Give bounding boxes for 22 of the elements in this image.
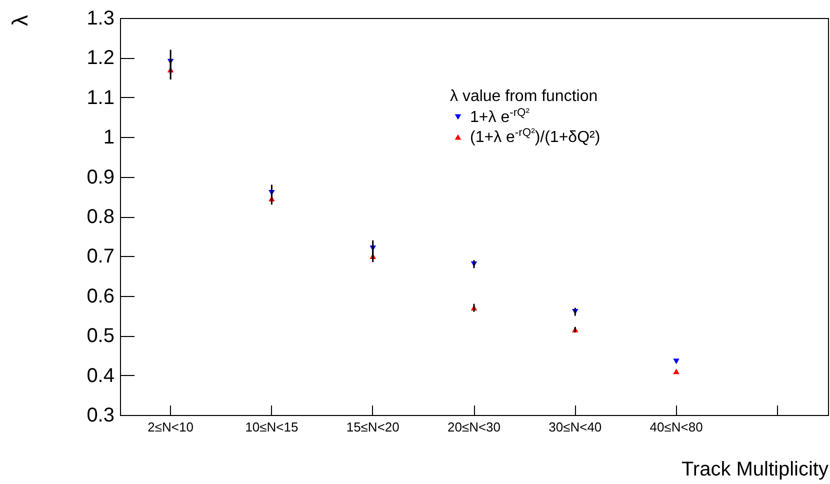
x-tick-label: 20≤N<30 xyxy=(447,420,501,434)
y-tick-label: 0.8 xyxy=(86,206,114,228)
y-tick-label: 0.6 xyxy=(86,285,114,308)
x-tick-label: 10≤N<15 xyxy=(245,420,298,434)
x-axis-title: Track Multiplicity xyxy=(681,458,828,480)
y-tick-label: 0.4 xyxy=(86,364,114,387)
x-tick-label: 15≤N<20 xyxy=(346,420,400,434)
y-tick-label: 0.9 xyxy=(86,166,114,188)
legend-label: 1+λ e$^{-rQ²}$ xyxy=(470,107,530,126)
y-axis-title: λ xyxy=(8,15,32,26)
y-tick-label: 1.3 xyxy=(86,8,114,30)
y-tick-label: 1.1 xyxy=(86,86,114,109)
x-tick-label: 2≤N<10 xyxy=(148,420,194,434)
y-tick-label: 0.5 xyxy=(86,325,114,348)
y-tick-label: 1 xyxy=(103,126,114,149)
y-tick-label: 0.3 xyxy=(86,404,114,426)
y-tick-label: 1.2 xyxy=(86,47,114,70)
y-tick-label: 0.7 xyxy=(86,246,114,268)
legend-title: λ value from function xyxy=(450,88,598,105)
legend-label: (1+λ e$^{-rQ²}$)/(1+δQ²) xyxy=(470,127,600,146)
x-tick-label: 30≤N<40 xyxy=(548,420,602,434)
x-tick-label: 40≤N<80 xyxy=(650,420,703,434)
